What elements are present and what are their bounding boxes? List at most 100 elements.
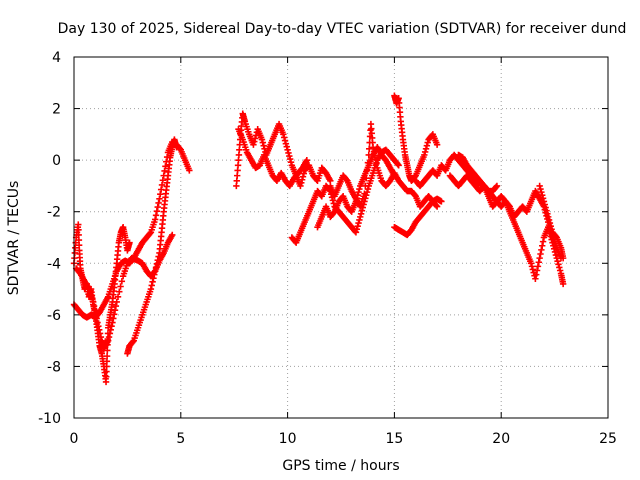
data-point: [91, 307, 99, 314]
data-point: [438, 198, 445, 205]
data-point: [554, 258, 561, 265]
data-point: [534, 263, 542, 270]
data-point: [112, 302, 120, 310]
data-point: [550, 245, 558, 253]
data-point: [286, 152, 293, 160]
data-point: [527, 260, 535, 267]
data-point: [547, 222, 554, 230]
data-point: [537, 185, 544, 193]
data-point: [147, 285, 155, 293]
data-point: [110, 315, 117, 322]
x-axis-label: GPS time / hours: [282, 458, 399, 474]
data-point: [493, 182, 501, 190]
data-point: [352, 198, 360, 205]
data-point: [421, 148, 429, 156]
data-point: [353, 195, 361, 202]
data-point: [104, 337, 112, 344]
data-point: [156, 195, 163, 203]
data-point: [300, 170, 308, 177]
y-tick-label: -8: [47, 359, 61, 375]
data-point: [352, 229, 360, 236]
data-point: [90, 298, 97, 306]
data-point: [111, 307, 119, 314]
data-point: [492, 183, 500, 191]
data-point: [92, 311, 99, 318]
data-point: [544, 213, 552, 221]
series-trace6: [235, 126, 311, 190]
data-point: [529, 266, 537, 273]
data-point: [556, 264, 563, 271]
data-point: [299, 173, 307, 180]
data-point: [96, 330, 104, 337]
data-point: [149, 278, 156, 286]
data-point: [422, 145, 430, 152]
x-tick-label: 5: [176, 431, 185, 447]
x-tick-label: 0: [70, 431, 79, 447]
data-point: [533, 271, 540, 278]
data-point: [433, 202, 440, 209]
data-point: [303, 156, 311, 164]
data-point: [433, 141, 441, 148]
series-trace14: [536, 182, 567, 262]
data-point: [250, 141, 257, 148]
data-point: [148, 282, 155, 289]
data-point: [95, 323, 102, 330]
data-point: [355, 219, 362, 227]
data-point: [157, 190, 164, 198]
data-point: [162, 163, 169, 170]
y-axis-label: SDTVAR / TECUs: [6, 181, 22, 296]
data-point: [154, 203, 161, 211]
data-point: [552, 251, 560, 259]
data-point: [152, 212, 160, 219]
data-point: [93, 315, 100, 322]
data-point: [373, 160, 380, 167]
x-tick-labels: 0 5 10 15 20 25: [70, 431, 617, 447]
data-point: [541, 201, 548, 208]
data-point: [186, 167, 193, 174]
data-point: [555, 261, 562, 268]
series-trace11: [391, 195, 445, 239]
data-point: [106, 330, 114, 337]
data-point: [540, 198, 548, 205]
data-point: [357, 213, 364, 221]
data-point: [169, 231, 176, 239]
data-point: [353, 226, 361, 233]
y-tick-label: 2: [52, 102, 61, 118]
series-trace15: [455, 151, 501, 195]
plot-frame: [73, 56, 609, 419]
data-point: [105, 333, 113, 341]
y-tick-label: -2: [47, 205, 61, 221]
data-point: [258, 136, 266, 143]
data-point: [548, 236, 555, 243]
data-point: [559, 254, 567, 262]
data-point: [329, 197, 337, 204]
data-point: [298, 176, 306, 183]
series-trace4: [124, 136, 180, 357]
y-tick-label: 0: [52, 153, 61, 169]
data-point: [553, 254, 560, 262]
data-point: [551, 248, 559, 256]
chart-title: Day 130 of 2025, Sidereal Day-to-day VTE…: [58, 21, 627, 37]
data-point: [110, 311, 118, 318]
data-point: [361, 190, 368, 197]
data-point: [539, 238, 547, 245]
data-point: [280, 131, 287, 138]
data-point: [251, 135, 259, 142]
data-point: [155, 199, 162, 207]
data-point: [533, 267, 541, 274]
data-point: [251, 138, 258, 145]
data-point: [126, 239, 133, 246]
data-point: [284, 146, 291, 154]
data-point: [297, 182, 304, 190]
data-point: [538, 188, 545, 196]
data-point: [113, 298, 120, 306]
data-point: [539, 242, 546, 249]
data-point: [433, 203, 441, 210]
data-point: [537, 250, 544, 258]
data-point: [159, 177, 167, 184]
data-point: [90, 302, 98, 310]
data-point: [259, 139, 267, 146]
data-point: [107, 326, 114, 334]
data-point: [559, 280, 567, 288]
